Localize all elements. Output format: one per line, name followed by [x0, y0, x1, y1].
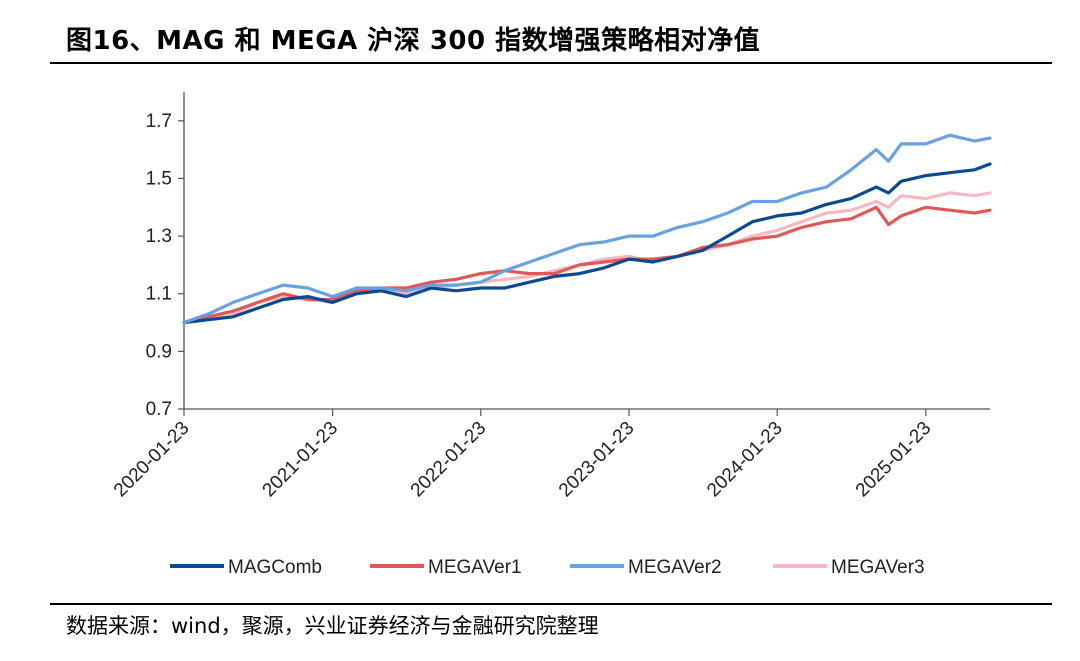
y-tick-label: 1.5: [146, 168, 172, 189]
series-line-megaver1: [182, 205, 992, 325]
x-axis-tick-labels: 2020-01-23 2021-01-23 2022-01-23 2023-01-23…: [110, 418, 935, 502]
legend-label: MAGComb: [228, 557, 322, 578]
y-tick-label: 1.7: [146, 111, 172, 132]
source-rule: [50, 603, 1052, 605]
y-tick-label: 1.1: [146, 284, 172, 305]
y-tick-label: 0.7: [146, 399, 172, 420]
x-tick-label: 2022-01-23: [407, 418, 491, 502]
legend-item-megaver2: MEGAVer2: [570, 557, 722, 578]
legend-item-magcomb: MAGComb: [170, 557, 322, 578]
legend-item-megaver1: MEGAVer1: [370, 557, 522, 578]
legend-item-megaver3: MEGAVer3: [773, 557, 925, 578]
y-tick-label: 1.3: [146, 226, 172, 247]
legend-label: MEGAVer2: [628, 557, 722, 578]
series-line-megaver2: [182, 133, 992, 325]
title-rule: [50, 62, 1052, 64]
legend-label: MEGAVer1: [428, 557, 522, 578]
chart-axes: [178, 92, 990, 416]
source-note: 数据来源：wind，聚源，兴业证券经济与金融研究院整理: [66, 614, 599, 638]
series-line-magcomb: [182, 162, 992, 325]
x-tick-label: 2023-01-23: [555, 418, 639, 502]
y-axis-tick-labels: 0.7 0.9 1.1 1.3 1.5 1.7: [146, 111, 172, 420]
x-tick-label: 2024-01-23: [703, 418, 787, 502]
y-tick-label: 0.9: [146, 341, 172, 362]
figure-title: 图16、MAG 和 MEGA 沪深 300 指数增强策略相对净值: [66, 26, 761, 56]
legend: MAGComb MEGAVer1 MEGAVer2 MEGAVer3: [170, 557, 925, 578]
x-tick-label: 2025-01-23: [852, 418, 936, 502]
legend-label: MEGAVer3: [831, 557, 925, 578]
x-tick-label: 2021-01-23: [259, 418, 343, 502]
line-chart: 0.70.91.11.31.51.7 2020-01-23 2021-01-23 2…: [110, 92, 992, 578]
x-tick-label: 2020-01-23: [110, 418, 194, 502]
series-lines: [182, 133, 992, 325]
